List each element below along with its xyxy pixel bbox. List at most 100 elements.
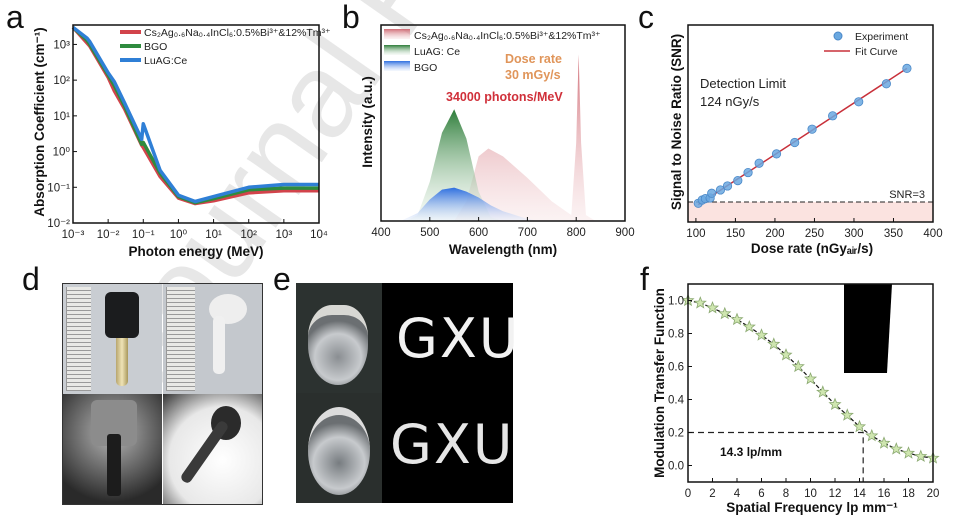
x-tick-label: 10⁰ bbox=[170, 229, 188, 241]
experiment-point bbox=[790, 137, 800, 148]
a-legend-label: LuAG:Ce bbox=[144, 55, 187, 67]
x-tick-label: 100 bbox=[686, 228, 705, 240]
xray-key-blade bbox=[107, 434, 121, 496]
experiment-point bbox=[722, 181, 733, 191]
experiment-point bbox=[743, 167, 753, 178]
a-legend-label: BGO bbox=[144, 41, 167, 53]
experiment-point bbox=[707, 188, 717, 198]
mtf-star-point bbox=[914, 449, 928, 463]
x-tick-label: 0 bbox=[685, 488, 691, 500]
mtf-star-point bbox=[742, 319, 756, 333]
c-legend-label: Fit Curve bbox=[855, 46, 898, 58]
spectrum-area-0 bbox=[454, 54, 596, 222]
y-tick-label: 0.4 bbox=[668, 395, 685, 407]
b-legend-swatch-red bbox=[384, 29, 410, 39]
f-marker-label: 14.3 lp/mm bbox=[720, 445, 782, 459]
c-threshold-label: SNR=3 bbox=[889, 189, 925, 201]
mtf-star-point bbox=[852, 419, 867, 433]
x-tick-label: 600 bbox=[469, 227, 488, 239]
spectrum-area-1 bbox=[405, 109, 503, 221]
b-legend-label: Cs₂Ag₀.₆Na₀.₄InCl₆:0.5%Bi³⁺&12%Tm³⁺ bbox=[414, 30, 601, 42]
b-xlabel: Wavelength (nm) bbox=[449, 242, 557, 257]
x-tick-label: 400 bbox=[923, 228, 942, 240]
glass-dish bbox=[308, 305, 368, 385]
f-xlabel: Spatial Frequency lp mm⁻¹ bbox=[726, 500, 898, 515]
x-tick-label: 10⁴ bbox=[310, 229, 328, 241]
series-line-0 bbox=[71, 26, 319, 206]
chart-a-absorption: 10⁻³ 10⁻² 10⁻¹ 10⁰ 10¹ 10² 10³ 10⁴10⁻²10⁻¹10⁰10… bbox=[47, 24, 328, 241]
mtf-star-point bbox=[877, 436, 891, 449]
chart-b-spectra: 400 500 600 700 800 900 bbox=[371, 24, 635, 239]
mtf-star-point bbox=[705, 301, 720, 314]
c-legend-marker bbox=[833, 31, 843, 41]
x-tick-label: 2 bbox=[709, 488, 715, 500]
photo-scintillator-film bbox=[296, 393, 382, 503]
experiment-point bbox=[828, 111, 838, 121]
c-legend-label: Experiment bbox=[855, 31, 908, 43]
photo-earbud bbox=[163, 284, 262, 394]
mtf-star-point bbox=[730, 312, 744, 326]
x-tick-label: 10¹ bbox=[205, 229, 222, 241]
c-xlabel: Dose rate (nGyₐᵢᵣ/s) bbox=[751, 241, 873, 256]
c-detection-limit-title: Detection Limit bbox=[700, 76, 786, 91]
panel-label-f: f bbox=[640, 261, 649, 297]
spectrum-area-2 bbox=[400, 187, 540, 221]
xray-earbud-stem bbox=[179, 419, 230, 485]
y-tick-label: 10⁰ bbox=[53, 147, 71, 159]
key-blade bbox=[116, 338, 128, 386]
mtf-star-point bbox=[803, 372, 818, 385]
a-xlabel: Photon energy (MeV) bbox=[128, 244, 263, 259]
mtf-star-point bbox=[754, 328, 769, 341]
panel-e-images: GXU GXU bbox=[296, 283, 518, 503]
experiment-point bbox=[881, 79, 891, 89]
x-tick-label: 150 bbox=[726, 228, 745, 240]
a-ylabel: Absorption Coefficient (cm⁻¹) bbox=[32, 27, 47, 216]
glass-dish bbox=[308, 407, 370, 495]
snr-band bbox=[688, 201, 933, 222]
earbud-stem bbox=[213, 316, 225, 374]
x-tick-label: 18 bbox=[902, 488, 915, 500]
mtf-star-point bbox=[693, 296, 707, 309]
y-tick-label: 0.6 bbox=[668, 362, 684, 374]
y-tick-label: 0.8 bbox=[668, 329, 684, 341]
x-tick-label: 20 bbox=[927, 488, 940, 500]
y-tick-label: 0.2 bbox=[668, 428, 684, 440]
mtf-star-point bbox=[828, 397, 842, 410]
y-tick-label: 10⁻¹ bbox=[47, 182, 70, 194]
y-tick-label: 1.0 bbox=[668, 296, 684, 308]
chart-f-mtf: 0 2 4 6 8 10 12 14 16 18 20 0.0 0.2 0.4 0.6 0.8 1.0 bbox=[668, 283, 940, 500]
y-tick-label: 10¹ bbox=[53, 111, 70, 123]
x-tick-label: 10⁻¹ bbox=[132, 229, 155, 241]
x-tick-label: 10³ bbox=[276, 229, 293, 241]
panel-label-a: a bbox=[6, 0, 24, 35]
ruler bbox=[166, 287, 195, 391]
panel-label-c: c bbox=[638, 0, 654, 35]
x-tick-label: 300 bbox=[844, 228, 863, 240]
panel-label-e: e bbox=[273, 261, 291, 297]
gxu-image-bottom: GXU bbox=[390, 413, 515, 476]
chart-c-snr: 100 150 200 250 300 350 400 bbox=[686, 24, 943, 240]
mtf-star-point bbox=[779, 348, 793, 361]
panel-d-images bbox=[62, 283, 263, 505]
key-head bbox=[105, 292, 139, 338]
experiment-point bbox=[754, 158, 764, 168]
ruler bbox=[66, 287, 91, 391]
x-tick-label: 6 bbox=[758, 488, 764, 500]
b-dose-rate-label: Dose rate bbox=[505, 52, 562, 66]
x-tick-label: 10 bbox=[804, 488, 817, 500]
xray-key bbox=[63, 394, 162, 504]
y-tick-label: 10⁻² bbox=[47, 218, 70, 230]
edge-image-inset bbox=[844, 284, 892, 373]
mtf-star-point bbox=[901, 446, 916, 459]
experiment-point bbox=[771, 149, 782, 159]
panel-label-d: d bbox=[22, 261, 40, 297]
x-tick-label: 10⁻² bbox=[97, 229, 120, 241]
y-tick-label: 0.0 bbox=[668, 461, 684, 473]
b-light-yield: 34000 photons/MeV bbox=[446, 90, 563, 104]
experiment-point bbox=[854, 97, 864, 107]
x-tick-label: 14 bbox=[853, 488, 866, 500]
x-tick-label: 8 bbox=[783, 488, 789, 500]
x-tick-label: 10² bbox=[240, 229, 257, 241]
series-line-1 bbox=[71, 26, 319, 205]
